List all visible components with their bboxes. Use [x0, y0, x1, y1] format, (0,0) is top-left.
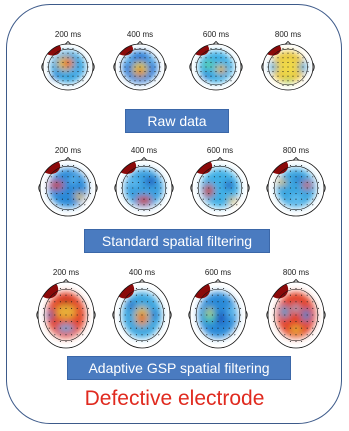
topomap — [38, 156, 98, 217]
figure-frame — [6, 4, 342, 424]
topomap — [266, 156, 326, 217]
time-label: 400 ms — [128, 268, 156, 277]
topomap — [113, 40, 167, 91]
time-label: 600 ms — [202, 30, 230, 39]
topomap — [112, 278, 172, 349]
time-label: 600 ms — [204, 268, 232, 277]
time-label: 200 ms — [54, 146, 82, 155]
time-label: 200 ms — [54, 30, 82, 39]
section-label-gsp: Adaptive GSP spatial filtering — [67, 356, 291, 380]
topomap — [189, 40, 243, 91]
topomap — [266, 278, 326, 349]
topomap — [190, 156, 250, 217]
defective-electrode-label: Defective electrode — [84, 387, 265, 410]
topomap — [36, 278, 96, 349]
time-label: 800 ms — [282, 146, 310, 155]
time-label: 400 ms — [126, 30, 154, 39]
time-label: 800 ms — [282, 268, 310, 277]
time-label: 600 ms — [206, 146, 234, 155]
topomap — [261, 40, 315, 91]
time-label: 200 ms — [52, 268, 80, 277]
topomap — [114, 156, 174, 217]
section-label-standard: Standard spatial filtering — [84, 229, 270, 253]
time-label: 400 ms — [130, 146, 158, 155]
section-label-raw: Raw data — [125, 109, 229, 133]
topomap — [41, 40, 95, 91]
time-label: 800 ms — [274, 30, 302, 39]
topomap — [188, 278, 248, 349]
